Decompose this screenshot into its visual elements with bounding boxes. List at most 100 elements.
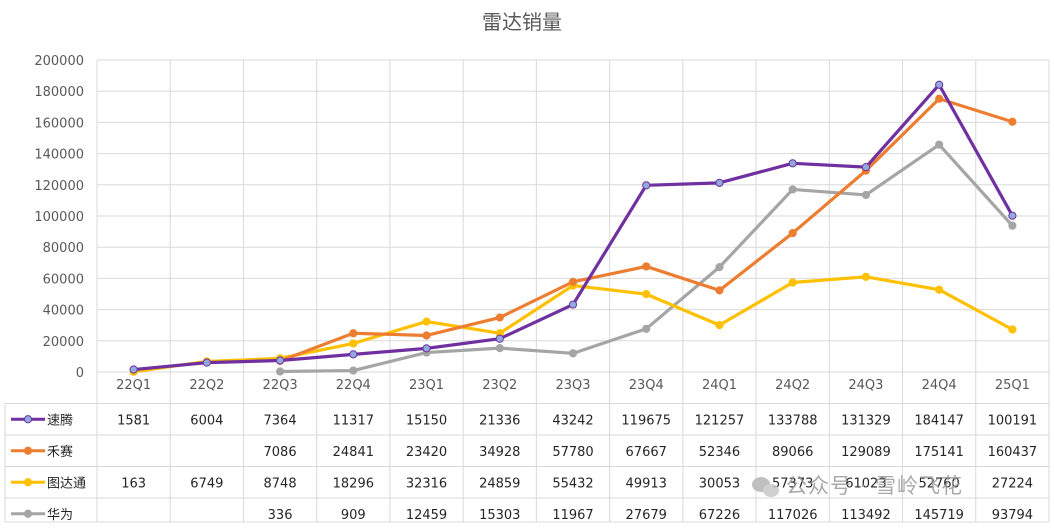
data-point	[349, 350, 358, 359]
table-cell: 15303	[479, 508, 520, 523]
x-tick-label: 22Q4	[336, 378, 371, 393]
table-cell: 15150	[406, 413, 447, 428]
legend-key-marker	[23, 478, 33, 487]
table-cell: 1581	[117, 413, 150, 428]
data-point	[495, 313, 504, 322]
data-point	[495, 344, 504, 353]
data-point	[349, 329, 358, 338]
data-point	[861, 272, 871, 281]
legend-key-marker	[23, 446, 33, 455]
legend-key-marker	[23, 415, 33, 424]
data-point	[422, 331, 431, 340]
data-point	[568, 300, 578, 309]
data-point	[349, 366, 358, 375]
y-tick-label: 40000	[43, 304, 84, 319]
data-point	[1008, 211, 1017, 220]
data-point	[788, 278, 797, 287]
x-tick-label: 23Q2	[482, 378, 517, 393]
x-tick-label: 22Q1	[116, 378, 151, 393]
table-cell: 43242	[552, 413, 593, 428]
data-point	[202, 358, 211, 367]
x-tick-label: 25Q1	[995, 378, 1030, 393]
legend-label: 速腾	[47, 412, 73, 428]
table-cell: 7364	[264, 413, 297, 428]
data-point	[715, 178, 724, 187]
table-cell: 6749	[190, 476, 223, 491]
table-cell: 121257	[695, 413, 745, 428]
data-point	[349, 339, 358, 348]
y-tick-label: 80000	[43, 241, 84, 256]
table-cell: 175141	[914, 445, 964, 460]
y-tick-label: 60000	[43, 272, 84, 287]
table-cell: 8748	[264, 476, 297, 491]
table-cell: 184147	[914, 413, 964, 428]
watermark-text: 公众号 · 雪岭飞花	[786, 474, 964, 498]
table-cell: 67226	[699, 508, 740, 523]
table-cell: 89066	[772, 445, 813, 460]
data-point	[788, 159, 797, 168]
data-table: 22Q1 22Q2 22Q3 22Q4 23Q1 23Q2 23Q3 23Q4 24Q1 24Q2…	[11, 378, 1037, 523]
gridlines	[4, 59, 1050, 523]
table-cell: 34928	[479, 445, 520, 460]
y-tick-label: 160000	[34, 116, 84, 131]
table-cell: 129089	[841, 445, 891, 460]
table-cell: 131329	[841, 413, 891, 428]
table-cell: 21336	[479, 413, 520, 428]
y-tick-label: 20000	[43, 335, 84, 350]
table-cell: 7086	[264, 445, 297, 460]
table-cell: 67667	[626, 445, 667, 460]
data-point	[568, 277, 578, 286]
table-cell: 12459	[406, 508, 447, 523]
data-point	[788, 185, 797, 194]
series-markers	[129, 80, 1017, 376]
x-tick-label: 22Q2	[189, 378, 224, 393]
data-point	[861, 190, 871, 200]
table-cell: 160437	[988, 445, 1038, 460]
data-point	[275, 356, 285, 365]
table-cell: 336	[268, 508, 293, 523]
data-point	[1008, 117, 1017, 126]
table-cell: 57780	[552, 445, 593, 460]
data-point	[935, 80, 944, 89]
y-tick-label: 120000	[34, 179, 84, 194]
table-cell: 23420	[406, 445, 447, 460]
data-point	[935, 285, 944, 294]
data-point	[642, 181, 651, 190]
data-point	[495, 334, 504, 343]
table-cell: 11967	[552, 508, 593, 523]
table-cell: 6004	[190, 413, 223, 428]
x-tick-label: 23Q1	[409, 378, 444, 393]
table-cell: 32316	[406, 476, 447, 491]
table-cell: 49913	[626, 476, 667, 491]
table-cell: 119675	[621, 413, 671, 428]
data-point	[935, 140, 944, 149]
data-point	[715, 263, 724, 272]
table-cell: 11317	[333, 413, 374, 428]
data-point	[422, 344, 431, 353]
y-tick-label: 200000	[34, 54, 84, 69]
table-cell: 27224	[992, 476, 1033, 491]
series-line	[133, 275, 1014, 374]
y-tick-label: 180000	[34, 85, 84, 100]
data-point	[788, 228, 797, 238]
data-point	[715, 321, 724, 330]
data-point	[642, 290, 651, 299]
x-tick-label: 24Q3	[848, 378, 883, 393]
legend-key-marker	[23, 509, 33, 518]
table-cell: 57373	[772, 476, 813, 491]
y-axis-ticks: 2000001800001600001400001200001000008000…	[34, 54, 84, 381]
table-cell: 24859	[479, 476, 520, 491]
data-point	[568, 349, 578, 358]
series-line	[133, 83, 1014, 372]
table-cell: 24841	[333, 445, 374, 460]
data-point	[275, 367, 285, 376]
table-cell: 133788	[768, 413, 818, 428]
table-cell: 100191	[988, 413, 1038, 428]
data-point	[642, 324, 651, 333]
table-cell: 93794	[992, 508, 1033, 523]
table-cell: 117026	[768, 508, 818, 523]
table-cell: 55432	[552, 476, 593, 491]
x-tick-label: 23Q4	[629, 378, 664, 393]
y-tick-label: 0	[76, 366, 84, 381]
